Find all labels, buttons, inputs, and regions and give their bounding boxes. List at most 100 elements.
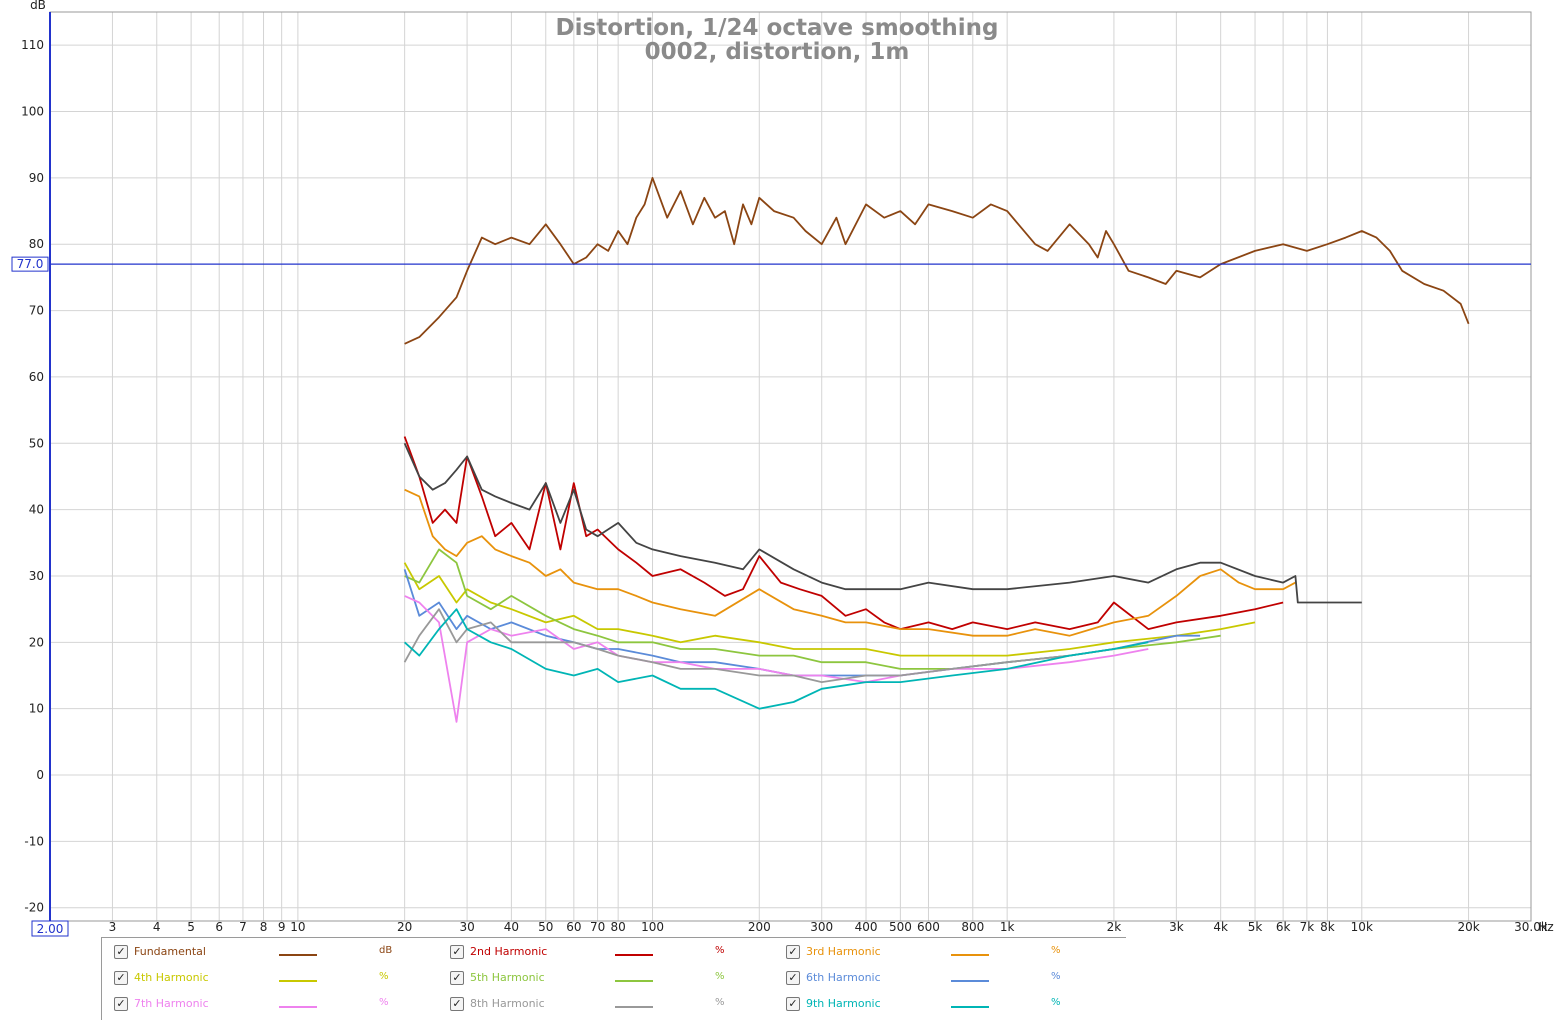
y-tick-label: 80	[29, 237, 44, 251]
x-tick-label: 80	[611, 920, 626, 934]
x-tick-label: 3k	[1169, 920, 1184, 934]
cursor-x-readout: 2.00	[37, 922, 64, 936]
y-tick-label: 90	[29, 171, 44, 185]
legend-line-swatch	[615, 954, 653, 956]
x-tick-label: 300	[810, 920, 833, 934]
x-tick-label: 50	[538, 920, 553, 934]
legend-line-swatch	[615, 1006, 653, 1008]
legend-checkbox[interactable]: ✓	[114, 971, 128, 985]
x-tick-label: 6	[215, 920, 223, 934]
cursor-x-readout-box	[31, 920, 69, 937]
x-tick-label: 200	[748, 920, 771, 934]
x-tick-label: 30	[459, 920, 474, 934]
series-group	[403, 177, 1470, 723]
x-tick-label: 9	[278, 920, 286, 934]
series-line-8th-harmonic	[403, 608, 1115, 683]
chart-title: Distortion, 1/24 octave smoothing	[556, 15, 999, 41]
legend-unit: %	[1051, 945, 1061, 956]
series-line-4th-harmonic	[403, 562, 1256, 657]
x-tick-label: 30.0k	[1514, 920, 1548, 934]
series-line-fundamental	[404, 177, 1470, 345]
y-tick-label: 100	[21, 105, 44, 119]
legend-series-name: 2nd Harmonic	[470, 945, 548, 958]
x-tick-label: 8	[260, 920, 268, 934]
x-tick-label: 500	[889, 920, 912, 934]
y-tick-label: 70	[29, 304, 44, 318]
legend-checkbox[interactable]: ✓	[450, 971, 464, 985]
legend-item: ✓ 6th Harmonic%	[786, 966, 1106, 990]
legend-line-swatch	[615, 980, 653, 982]
legend-item: ✓ 8th Harmonic%	[450, 992, 770, 1016]
grid-lines	[50, 12, 1532, 922]
y-tick-label: 50	[29, 436, 44, 450]
legend-row: ✓ 4th Harmonic% ✓ 5th Harmonic% ✓ 6th Harmoni…	[102, 966, 1126, 990]
x-tick-label: 4k	[1213, 920, 1228, 934]
y-tick-label: 30	[29, 569, 44, 583]
x-tick-label: 5	[187, 920, 195, 934]
legend-row: ✓ 7th Harmonic% ✓ 8th Harmonic% ✓ 9th Harmoni…	[102, 992, 1126, 1016]
x-tick-label: 20k	[1457, 920, 1479, 934]
x-tick-label: 70	[590, 920, 605, 934]
y-tick-label: 0	[36, 768, 44, 782]
legend-checkbox[interactable]: ✓	[786, 997, 800, 1011]
legend-unit: %	[1051, 997, 1061, 1008]
legend-unit: %	[379, 971, 389, 982]
x-tick-label: 2k	[1107, 920, 1122, 934]
legend-checkbox[interactable]: ✓	[450, 945, 464, 959]
y-tick-label: 40	[29, 503, 44, 517]
legend-item: ✓ 2nd Harmonic%	[450, 940, 770, 964]
y-tick-label: -20	[24, 901, 44, 915]
legend-unit: %	[1051, 971, 1061, 982]
cursor-y-readout: 77.0	[17, 257, 44, 271]
y-tick-label: -10	[24, 834, 44, 848]
x-tick-label: 5k	[1248, 920, 1263, 934]
legend-series-name: 8th Harmonic	[470, 997, 545, 1010]
legend-line-swatch	[951, 980, 989, 982]
legend-checkbox[interactable]: ✓	[114, 945, 128, 959]
x-tick-label: 20	[397, 920, 412, 934]
x-tick-label: 100	[641, 920, 664, 934]
series-line-6th-harmonic	[403, 569, 1201, 677]
legend-checkbox[interactable]: ✓	[786, 971, 800, 985]
series-line-3rd-harmonic	[404, 488, 1296, 637]
legend-series-name: 9th Harmonic	[806, 997, 881, 1010]
x-tick-label: 1k	[1000, 920, 1015, 934]
legend-series-name: 7th Harmonic	[134, 997, 209, 1010]
series-line-total-9	[403, 442, 1362, 604]
y-tick-label: 20	[29, 635, 44, 649]
legend-line-swatch	[279, 954, 317, 956]
legend-series-name: 3rd Harmonic	[806, 945, 881, 958]
chart-subtitle: 0002, distortion, 1m	[645, 39, 910, 65]
series-line-9th-harmonic	[403, 608, 1149, 710]
x-tick-label: 40	[504, 920, 519, 934]
x-tick-label: 7k	[1300, 920, 1315, 934]
legend-series-name: Fundamental	[134, 945, 206, 958]
plot-area-frame	[49, 11, 1532, 922]
legend-checkbox[interactable]: ✓	[114, 997, 128, 1011]
y-unit-label: dB	[30, 0, 46, 12]
cursor-y-readout-box	[11, 256, 49, 272]
y-tick-label: 10	[29, 702, 44, 716]
legend-item: ✓ 7th Harmonic%	[114, 992, 434, 1016]
legend-row: ✓ Fundamental dB ✓ 2nd Harmonic% ✓ 3rd Harmoni…	[102, 940, 1126, 964]
x-tick-label: 4	[153, 920, 161, 934]
legend-checkbox[interactable]: ✓	[450, 997, 464, 1011]
legend-unit: %	[715, 971, 725, 982]
x-tick-label: 60	[566, 920, 581, 934]
legend-line-swatch	[951, 954, 989, 956]
legend-unit: dB	[379, 945, 393, 956]
legend-series-name: 6th Harmonic	[806, 971, 881, 984]
legend-unit: %	[715, 945, 725, 956]
legend-unit: %	[715, 997, 725, 1008]
x-tick-label: 10k	[1351, 920, 1373, 934]
x-tick-label: 10	[290, 920, 305, 934]
legend-checkbox[interactable]: ✓	[786, 945, 800, 959]
legend-series-name: 5th Harmonic	[470, 971, 545, 984]
legend-line-swatch	[951, 1006, 989, 1008]
series-line-2nd-harmonic	[403, 436, 1284, 630]
y-tick-label: 60	[29, 370, 44, 384]
x-tick-label: 3	[109, 920, 117, 934]
legend-panel: ✓ Fundamental dB ✓ 2nd Harmonic% ✓ 3rd Harmoni…	[101, 937, 1126, 1020]
